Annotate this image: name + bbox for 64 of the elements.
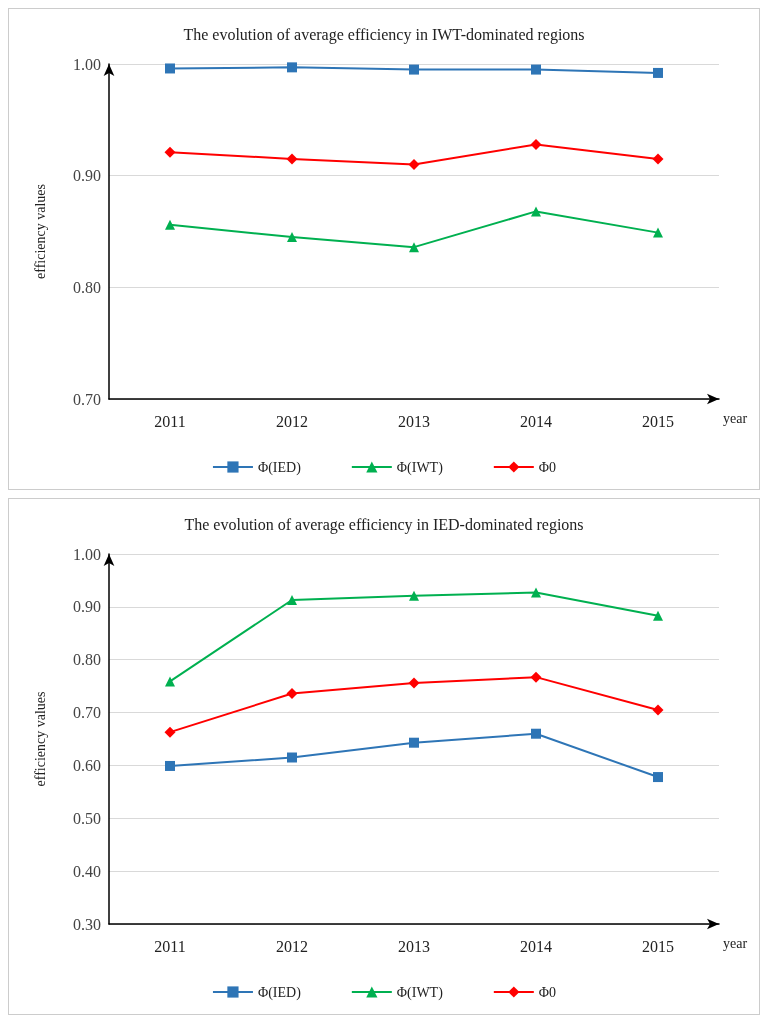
point: [653, 67, 663, 78]
point: [408, 159, 420, 170]
point: [287, 752, 297, 763]
x-axis-title: year: [723, 935, 748, 951]
y-tick-label: 0.70: [73, 390, 101, 408]
x-tick-label: 2015: [642, 412, 674, 430]
x-tick-label: 2012: [276, 937, 308, 955]
point: [531, 728, 541, 739]
legend-label: Φ0: [538, 459, 557, 475]
point: [164, 726, 176, 738]
point: [165, 219, 175, 230]
y-axis-title: efficiency values: [32, 184, 48, 279]
x-tick-label: 2015: [642, 937, 674, 955]
point: [409, 242, 419, 253]
y-tick-label: 0.90: [73, 598, 101, 616]
x-tick-label: 2011: [154, 937, 186, 955]
y-axis-title: efficiency values: [32, 691, 48, 787]
point: [408, 677, 420, 689]
point: [287, 62, 297, 73]
point: [409, 737, 419, 748]
legend-label: Φ0: [538, 984, 557, 1000]
point: [287, 232, 297, 243]
point: [165, 760, 175, 771]
point: [409, 64, 419, 75]
x-tick-label: 2013: [398, 937, 430, 955]
y-tick-label: 0.90: [73, 167, 101, 185]
chart-title: The evolution of average efficiency in IWT-dominated regions: [183, 25, 585, 44]
point: [286, 688, 298, 700]
legend-label: Φ(IED): [257, 984, 302, 1001]
point: [531, 64, 541, 75]
point: [409, 590, 419, 601]
point: [653, 610, 663, 621]
point: [165, 676, 175, 687]
x-axis-title: year: [723, 410, 748, 426]
point: [164, 146, 176, 158]
y-tick-label: 0.80: [73, 278, 101, 296]
x-tick-label: 2014: [520, 937, 552, 955]
point: [653, 772, 663, 783]
x-tick-label: 2013: [398, 412, 430, 430]
legend-label: Φ(IWT): [396, 459, 444, 476]
x-tick-label: 2014: [520, 412, 552, 430]
y-tick-label: 0.70: [73, 704, 101, 722]
y-tick-label: 0.50: [73, 809, 101, 827]
point: [286, 153, 298, 165]
point: [531, 206, 541, 217]
point: [165, 63, 175, 74]
point: [531, 587, 541, 598]
point: [653, 227, 663, 238]
y-tick-label: 0.30: [73, 915, 101, 933]
y-tick-label: 0.80: [73, 651, 101, 669]
y-tick-label: 0.40: [73, 862, 101, 880]
point: [652, 704, 664, 716]
x-tick-label: 2012: [276, 412, 308, 430]
x-tick-label: 2011: [154, 412, 186, 430]
y-tick-label: 1.00: [73, 55, 101, 73]
legend-label: Φ(IED): [257, 459, 302, 476]
point: [652, 153, 664, 165]
chart-title: The evolution of average efficiency in IED-dominated regions: [184, 515, 584, 534]
y-tick-label: 1.00: [73, 545, 101, 563]
point: [530, 671, 542, 683]
point: [530, 138, 542, 150]
y-tick-label: 0.60: [73, 756, 101, 774]
point: [287, 594, 297, 605]
legend-label: Φ(IWT): [396, 984, 444, 1001]
